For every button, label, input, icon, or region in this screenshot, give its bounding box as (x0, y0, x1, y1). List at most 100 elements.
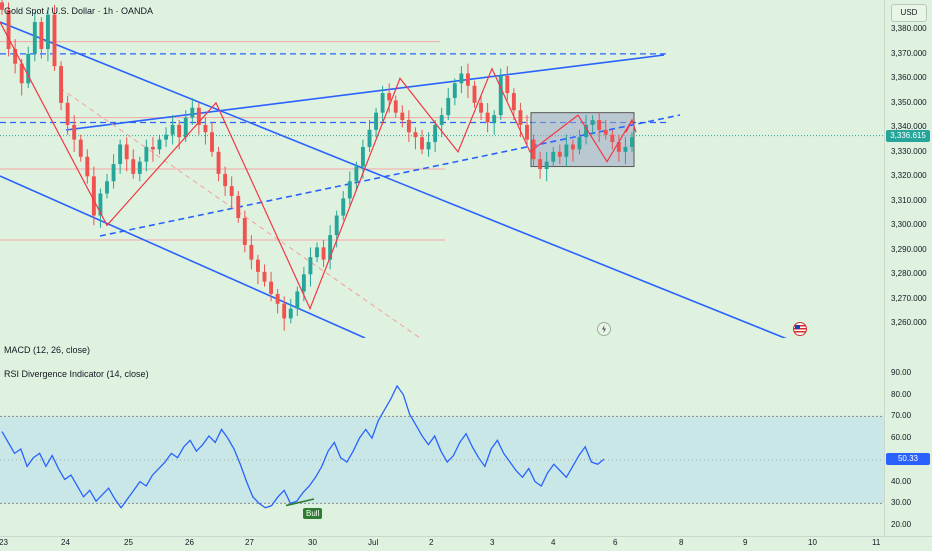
candle-body (288, 308, 293, 319)
rsi-value-tag: 50.33 (886, 453, 930, 466)
price-scale[interactable]: USD 3,380.000 3,370.000 3,360.000 3,350.000… (884, 0, 932, 536)
trendline (0, 21, 787, 338)
candle-body (183, 117, 188, 138)
candle-body (6, 9, 11, 49)
candle-body (406, 120, 411, 133)
candle-body (525, 124, 529, 140)
candle-body (551, 151, 556, 162)
rsi-chart-canvas[interactable] (0, 362, 884, 536)
candle-body (190, 107, 195, 118)
time-tick-label: 11 (872, 538, 881, 547)
price-tick-label: 3,340.000 (891, 122, 927, 132)
time-tick-label: 9 (743, 538, 748, 547)
candle-body (39, 22, 44, 49)
time-axis[interactable]: 23 24 25 26 27 30 Jul 2 3 4 6 8 9 10 11 (0, 536, 932, 551)
price-tick-label: 3,370.000 (891, 48, 927, 58)
candle-body (282, 303, 287, 319)
price-tick-label: 3,270.000 (891, 293, 927, 303)
price-tick-label: 3,320.000 (891, 171, 927, 181)
candle-body (301, 274, 306, 292)
candle-body (334, 215, 339, 236)
candle-body (242, 217, 247, 245)
candle-body (492, 115, 497, 123)
candle-body (223, 173, 228, 187)
candle-body (19, 63, 24, 84)
candle-body (85, 156, 90, 177)
candle-body (400, 112, 405, 121)
candle-body (249, 244, 254, 260)
symbol-title[interactable]: Gold Spot / U.S. Dollar · 1h · OANDA (4, 6, 154, 16)
candle-body (354, 166, 359, 182)
rsi-pane[interactable] (0, 362, 884, 536)
candle-body (32, 22, 37, 54)
candle-body (111, 164, 116, 182)
candle-body (420, 137, 424, 150)
bull-divergence-line (285, 498, 315, 507)
candle-body (584, 124, 589, 138)
candle-body (623, 146, 628, 152)
candle-body (603, 129, 608, 135)
candle-body (459, 73, 464, 84)
candle-body (91, 176, 96, 216)
candle-body (597, 120, 602, 130)
candle-body (374, 112, 379, 130)
candle-body (269, 281, 274, 294)
candle-body (262, 271, 267, 282)
candle-body (446, 97, 451, 116)
lightning-icon[interactable] (597, 322, 611, 336)
macd-legend[interactable]: MACD (12, 26, close) (4, 345, 91, 355)
candle-body (328, 235, 333, 260)
candle-body (78, 139, 83, 157)
candle-body (295, 291, 300, 309)
rsi-tick-label: 80.00 (891, 389, 912, 399)
price-tick-label: 3,360.000 (891, 73, 927, 83)
time-tick-label: 24 (61, 538, 70, 547)
price-tick-label: 3,310.000 (891, 195, 927, 205)
candle-body (315, 247, 319, 258)
candle-body (498, 75, 503, 116)
rsi-legend[interactable]: RSI Divergence Indicator (14, close) (4, 369, 149, 379)
candle-body (630, 137, 634, 147)
candle-body (0, 2, 4, 10)
trendline (0, 175, 366, 338)
time-tick-label: 26 (185, 538, 194, 547)
candle-body (118, 144, 123, 165)
candle-body (236, 195, 241, 218)
current-price-tag: 3,336.615 (886, 129, 930, 142)
candle-body (321, 247, 326, 260)
macd-pane[interactable] (0, 338, 884, 362)
rsi-tick-label: 90.00 (891, 367, 912, 377)
currency-button[interactable]: USD (891, 4, 927, 22)
time-tick-label: 2 (429, 538, 434, 547)
time-tick-label: Jul (368, 538, 379, 547)
candle-body (544, 161, 549, 169)
candle-body (52, 14, 57, 67)
candle-body (13, 48, 18, 64)
candle-body (255, 259, 260, 272)
candle-body (210, 132, 214, 152)
candle-body (452, 83, 457, 98)
candle-body (426, 142, 431, 150)
candle-body (367, 129, 372, 147)
price-chart-canvas[interactable] (0, 0, 884, 338)
us-flag-icon[interactable] (793, 322, 807, 336)
time-tick-label: 23 (0, 538, 8, 547)
rsi-tick-label: 20.00 (891, 520, 912, 530)
trendline (65, 54, 665, 131)
candle-body (341, 198, 346, 216)
candle-body (439, 115, 444, 125)
candle-body (308, 257, 313, 275)
candle-body (505, 75, 510, 94)
candle-body (570, 144, 575, 150)
candle-body (203, 124, 208, 133)
bull-divergence-label: Bull (303, 508, 323, 519)
price-tick-label: 3,350.000 (891, 97, 927, 107)
candle-body (485, 112, 490, 123)
candle-body (144, 146, 149, 162)
price-chart-pane[interactable] (0, 0, 884, 338)
candle-body (170, 124, 175, 135)
trendline (99, 114, 681, 237)
candle-body (59, 66, 64, 103)
price-tick-label: 3,380.000 (891, 24, 927, 34)
candle-body (347, 181, 352, 199)
